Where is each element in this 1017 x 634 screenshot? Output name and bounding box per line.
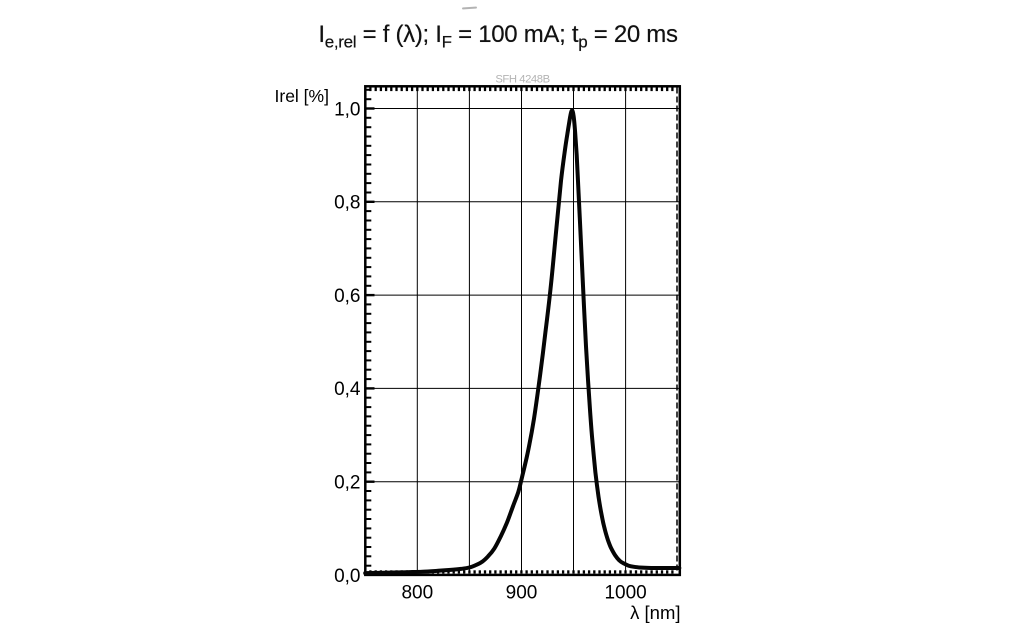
- svg-text:Irel [%]: Irel [%]: [275, 86, 329, 106]
- svg-text:0,4: 0,4: [334, 379, 361, 400]
- svg-text:800: 800: [401, 583, 433, 604]
- svg-text:0,2: 0,2: [334, 473, 360, 494]
- svg-text:SFH 4248B: SFH 4248B: [495, 74, 549, 86]
- svg-text:900: 900: [506, 583, 538, 604]
- svg-text:λ [nm]: λ [nm]: [630, 602, 680, 623]
- svg-text:0,0: 0,0: [334, 566, 360, 587]
- svg-text:1,0: 1,0: [334, 99, 360, 120]
- svg-text:1000: 1000: [604, 583, 646, 604]
- svg-text:0,8: 0,8: [334, 193, 360, 214]
- svg-text:0,6: 0,6: [334, 286, 360, 307]
